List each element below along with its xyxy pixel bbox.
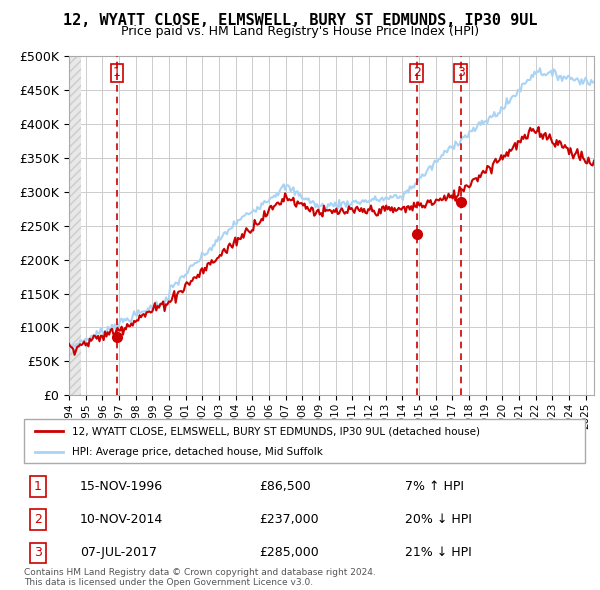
Text: £86,500: £86,500	[260, 480, 311, 493]
Text: 20% ↓ HPI: 20% ↓ HPI	[406, 513, 472, 526]
Text: 7% ↑ HPI: 7% ↑ HPI	[406, 480, 464, 493]
Text: Price paid vs. HM Land Registry's House Price Index (HPI): Price paid vs. HM Land Registry's House …	[121, 25, 479, 38]
Text: 12, WYATT CLOSE, ELMSWELL, BURY ST EDMUNDS, IP30 9UL: 12, WYATT CLOSE, ELMSWELL, BURY ST EDMUN…	[63, 13, 537, 28]
Text: 2: 2	[34, 513, 42, 526]
Text: 3: 3	[34, 546, 42, 559]
Text: 07-JUL-2017: 07-JUL-2017	[80, 546, 157, 559]
Text: 1: 1	[34, 480, 42, 493]
Text: 10-NOV-2014: 10-NOV-2014	[80, 513, 163, 526]
Text: 3: 3	[457, 66, 465, 79]
Text: 12, WYATT CLOSE, ELMSWELL, BURY ST EDMUNDS, IP30 9UL (detached house): 12, WYATT CLOSE, ELMSWELL, BURY ST EDMUN…	[71, 427, 479, 436]
Text: 15-NOV-1996: 15-NOV-1996	[80, 480, 163, 493]
Text: Contains HM Land Registry data © Crown copyright and database right 2024.
This d: Contains HM Land Registry data © Crown c…	[24, 568, 376, 587]
Text: 21% ↓ HPI: 21% ↓ HPI	[406, 546, 472, 559]
Text: £237,000: £237,000	[260, 513, 319, 526]
Text: HPI: Average price, detached house, Mid Suffolk: HPI: Average price, detached house, Mid …	[71, 447, 323, 457]
Text: 2: 2	[413, 66, 421, 79]
FancyBboxPatch shape	[24, 419, 585, 463]
Text: 1: 1	[113, 66, 121, 79]
Text: £285,000: £285,000	[260, 546, 319, 559]
